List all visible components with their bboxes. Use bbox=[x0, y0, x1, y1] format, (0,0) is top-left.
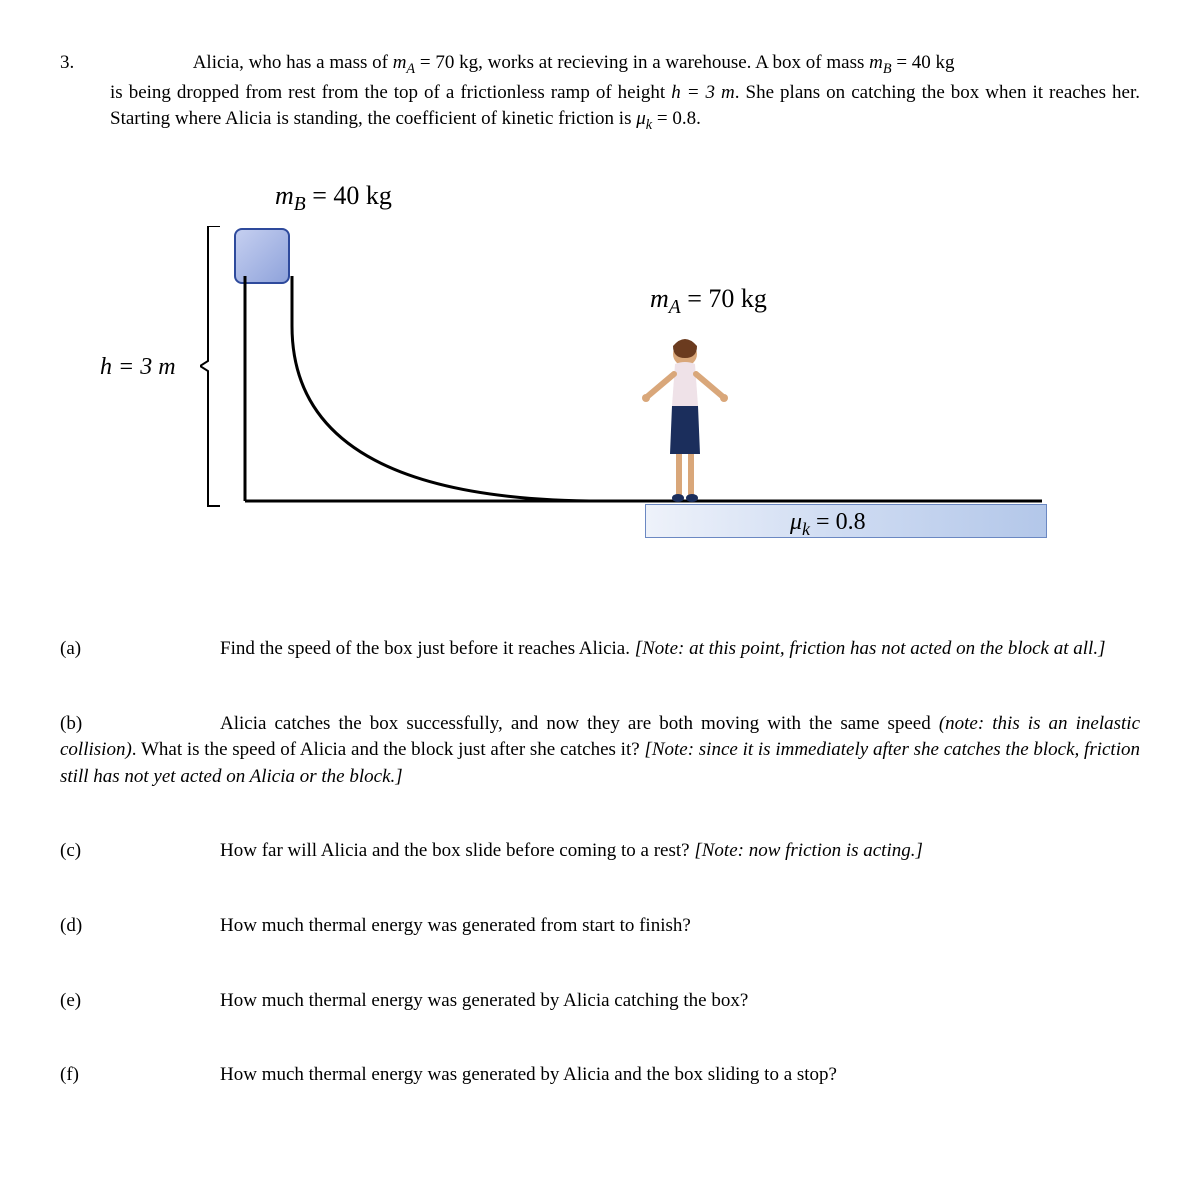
part-f-label: (f) bbox=[60, 1062, 110, 1089]
h-expr: h = 3 m bbox=[671, 82, 735, 103]
mB-var: m bbox=[869, 52, 883, 73]
mA-sub: A bbox=[406, 61, 415, 77]
problem-text-2: is being dropped from rest from the top … bbox=[110, 82, 671, 103]
mB-label: mB = 40 kg bbox=[275, 178, 392, 218]
part-a-text: Find the speed of the box just before it… bbox=[220, 638, 635, 659]
part-b-text: Alicia catches the box successfully, and… bbox=[220, 713, 939, 734]
mA-eq: = 70 kg bbox=[415, 52, 478, 73]
mu-var: μ bbox=[636, 108, 646, 129]
part-c-label: (c) bbox=[60, 838, 110, 865]
part-f-text: How much thermal energy was generated by… bbox=[220, 1064, 837, 1085]
mB-sub: B bbox=[883, 61, 892, 77]
part-f: (f) How much thermal energy was generated… bbox=[60, 1062, 1140, 1089]
part-a-label: (a) bbox=[60, 636, 110, 663]
problem-text-1a: Alicia, who has a mass of bbox=[193, 52, 393, 73]
height-bracket-icon bbox=[200, 226, 230, 516]
physics-diagram: mB = 40 kg h = 3 m μk = 0.8 mA = 70 kg bbox=[60, 166, 1140, 586]
part-d-text: How much thermal energy was generated fr… bbox=[220, 915, 691, 936]
part-b: (b) Alicia catches the box successfully, … bbox=[60, 711, 1140, 791]
h-label: h = 3 m bbox=[100, 351, 176, 385]
problem-end: . bbox=[696, 108, 701, 129]
part-a-note: [Note: at this point, friction has not a… bbox=[635, 638, 1106, 659]
mA-var: m bbox=[393, 52, 407, 73]
mu-eq: = 0.8 bbox=[652, 108, 696, 129]
part-b-text2: . What is the speed of Alicia and the bl… bbox=[132, 739, 645, 760]
part-d: (d) How much thermal energy was generated… bbox=[60, 913, 1140, 940]
part-e-label: (e) bbox=[60, 988, 110, 1015]
part-c-text: How far will Alicia and the box slide be… bbox=[220, 840, 694, 861]
problem-statement: 3. Alicia, who has a mass of mA = 70 kg,… bbox=[60, 50, 1140, 136]
mu-label: μk = 0.8 bbox=[790, 506, 866, 542]
problem-text-1b: , works at recieving in a warehouse. A b… bbox=[478, 52, 869, 73]
part-b-label: (b) bbox=[60, 711, 110, 738]
part-a: (a) Find the speed of the box just before… bbox=[60, 636, 1140, 663]
part-e-text: How much thermal energy was generated by… bbox=[220, 990, 748, 1011]
question-parts: (a) Find the speed of the box just before… bbox=[60, 636, 1140, 1089]
person-icon bbox=[640, 336, 730, 504]
mB-eq: = 40 kg bbox=[892, 52, 955, 73]
part-c-note: [Note: now friction is acting.] bbox=[694, 840, 923, 861]
part-d-label: (d) bbox=[60, 913, 110, 940]
part-c: (c) How far will Alicia and the box slide… bbox=[60, 838, 1140, 865]
problem-number: 3. bbox=[60, 52, 74, 73]
part-e: (e) How much thermal energy was generated… bbox=[60, 988, 1140, 1015]
mA-label: mA = 70 kg bbox=[650, 281, 767, 321]
